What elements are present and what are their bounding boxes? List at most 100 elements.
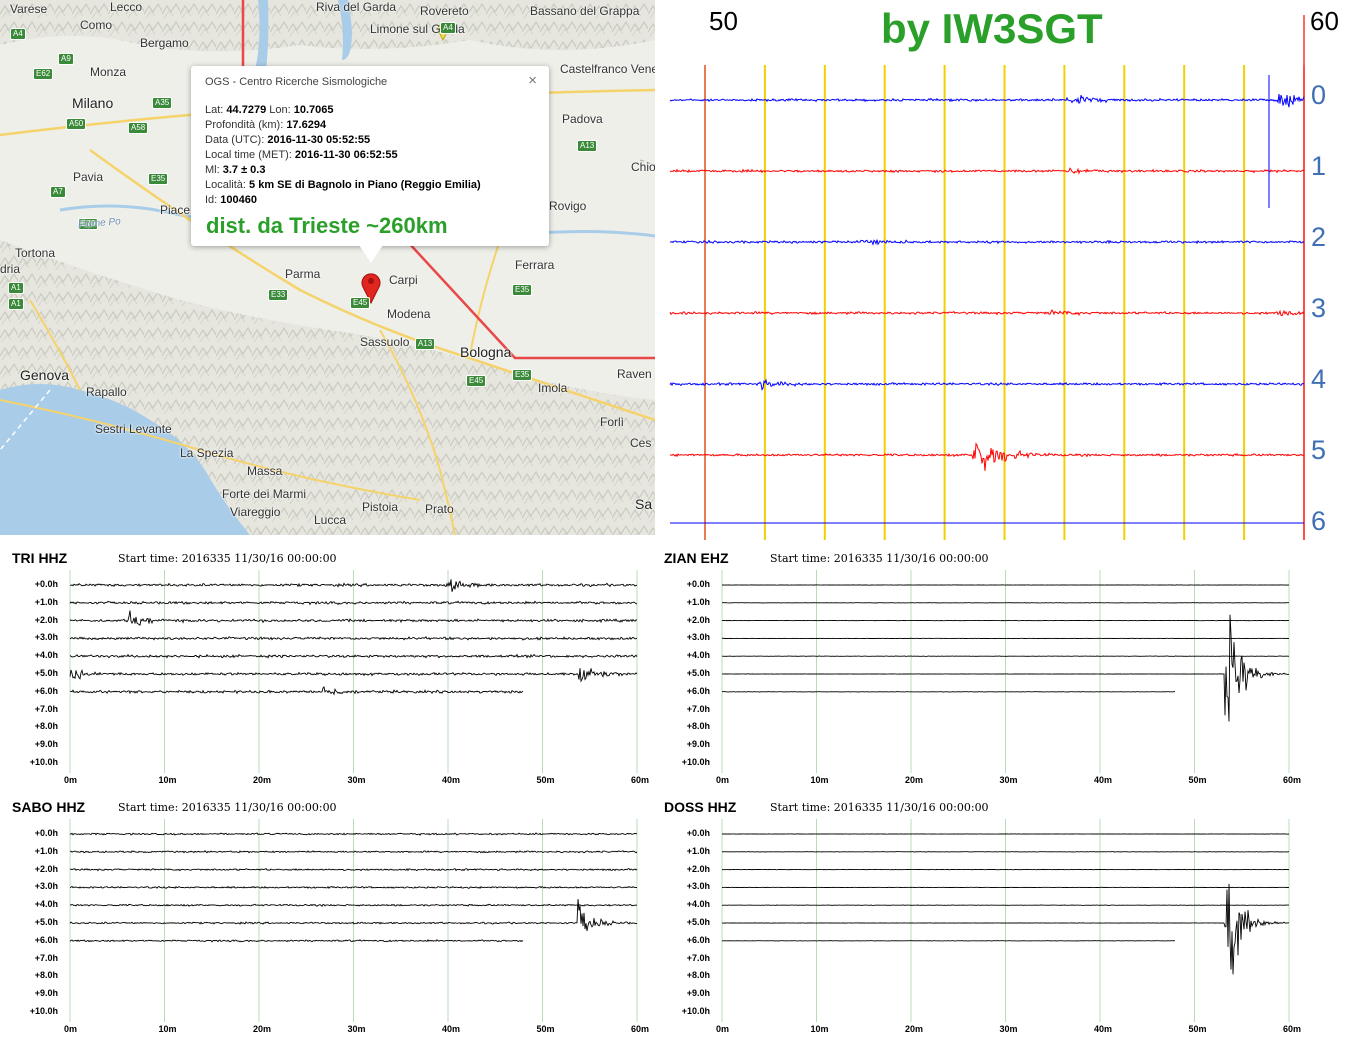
road-shield: E35 bbox=[148, 173, 168, 185]
minute-axis-label: 40m bbox=[1094, 1024, 1112, 1034]
minute-axis-label: 50m bbox=[537, 775, 555, 785]
hour-axis-label: +3.0h bbox=[670, 881, 710, 891]
hour-label: 0 bbox=[1311, 80, 1326, 111]
city-label: Pavia bbox=[73, 170, 103, 184]
city-label: La Spezia bbox=[180, 446, 233, 460]
hour-axis-label: +8.0h bbox=[18, 970, 58, 980]
city-label: Milano bbox=[72, 95, 113, 111]
local-time-label: Local time (MET): bbox=[205, 149, 292, 161]
city-label: Prato bbox=[425, 502, 454, 516]
city-label: Monza bbox=[90, 65, 126, 79]
road-shield: A58 bbox=[128, 122, 148, 134]
helicorder-plot bbox=[0, 799, 652, 1044]
id-label: Id: bbox=[205, 194, 217, 206]
city-label: Padova bbox=[562, 112, 603, 126]
hour-axis-label: +4.0h bbox=[18, 899, 58, 909]
close-icon[interactable]: × bbox=[528, 72, 537, 89]
hour-axis-label: +10.0h bbox=[18, 757, 58, 767]
event-popup: OGS - Centro Ricerche Sismologiche × Lat… bbox=[191, 66, 549, 246]
station-sabo-hhz: SABO HHZ Start time: 2016335 11/30/16 00… bbox=[0, 799, 660, 1049]
hour-axis-label: +6.0h bbox=[18, 935, 58, 945]
city-label: Genova bbox=[20, 367, 69, 383]
lon-label: Lon: bbox=[269, 104, 290, 116]
road-shield: A1 bbox=[8, 298, 24, 310]
hour-axis-label: +0.0h bbox=[670, 579, 710, 589]
lat-label: Lat: bbox=[205, 104, 223, 116]
road-shield: A13 bbox=[577, 140, 597, 152]
depth-label: Profondità (km): bbox=[205, 119, 283, 131]
hour-axis-label: +9.0h bbox=[18, 988, 58, 998]
hour-label: 6 bbox=[1311, 506, 1326, 537]
minute-axis-label: 40m bbox=[1094, 775, 1112, 785]
city-label: Modena bbox=[387, 307, 430, 321]
local-time-value: 2016-11-30 06:52:55 bbox=[295, 149, 398, 161]
date-value: 2016-11-30 05:52:55 bbox=[267, 134, 370, 146]
hour-axis-label: +10.0h bbox=[18, 1006, 58, 1016]
minute-axis-label: 20m bbox=[253, 1024, 271, 1034]
minute-start-label: 50 bbox=[709, 6, 738, 37]
city-label: Parma bbox=[285, 267, 320, 281]
road-shield: E62 bbox=[33, 68, 53, 80]
city-label: Castelfranco Veneto bbox=[560, 62, 655, 76]
minute-axis-label: 30m bbox=[348, 775, 366, 785]
hour-axis-label: +0.0h bbox=[18, 828, 58, 838]
minute-axis-label: 0m bbox=[716, 775, 729, 785]
hour-axis-label: +5.0h bbox=[670, 917, 710, 927]
city-label: Forte dei Marmi bbox=[222, 487, 306, 501]
minute-axis-label: 10m bbox=[811, 1024, 829, 1034]
hour-axis-label: +2.0h bbox=[18, 615, 58, 625]
hour-axis-label: +7.0h bbox=[18, 953, 58, 963]
hour-label: 2 bbox=[1311, 222, 1326, 253]
minute-axis-label: 0m bbox=[64, 775, 77, 785]
hour-axis-label: +1.0h bbox=[670, 597, 710, 607]
hour-axis-label: +0.0h bbox=[670, 828, 710, 838]
city-label: Bassano del Grappa bbox=[530, 4, 639, 18]
minute-axis-label: 60m bbox=[1283, 775, 1301, 785]
hour-label: 4 bbox=[1311, 364, 1326, 395]
road-shield: E35 bbox=[512, 284, 532, 296]
city-label: Imola bbox=[538, 381, 567, 395]
minute-axis-label: 20m bbox=[905, 775, 923, 785]
road-shield: A1 bbox=[8, 282, 24, 294]
road-shield: A50 bbox=[66, 118, 86, 130]
id-value: 100460 bbox=[220, 194, 257, 206]
minute-axis-label: 50m bbox=[537, 1024, 555, 1034]
hour-axis-label: +4.0h bbox=[18, 650, 58, 660]
hour-axis-label: +2.0h bbox=[18, 864, 58, 874]
road-shield: E45 bbox=[466, 375, 486, 387]
minute-axis-label: 30m bbox=[1000, 1024, 1018, 1034]
minute-axis-label: 50m bbox=[1189, 1024, 1207, 1034]
lon-value: 10.7065 bbox=[294, 104, 334, 116]
city-label: Tortona bbox=[15, 246, 55, 260]
hour-axis-label: +9.0h bbox=[670, 739, 710, 749]
minute-axis-label: 0m bbox=[716, 1024, 729, 1034]
road-shield: E33 bbox=[268, 289, 288, 301]
author-title: by IW3SGT bbox=[881, 5, 1103, 53]
city-label: Como bbox=[80, 18, 112, 32]
minute-axis-label: 60m bbox=[1283, 1024, 1301, 1034]
road-shield: E35 bbox=[512, 369, 532, 381]
hour-label: 1 bbox=[1311, 151, 1326, 182]
city-label: Riva del Garda bbox=[316, 0, 396, 14]
hour-axis-label: +5.0h bbox=[18, 917, 58, 927]
hour-axis-label: +8.0h bbox=[18, 721, 58, 731]
minute-axis-label: 40m bbox=[442, 1024, 460, 1034]
city-label: Bologna bbox=[460, 344, 511, 360]
road-shield: E45 bbox=[350, 297, 370, 309]
lat-value: 44.7279 bbox=[226, 104, 266, 116]
minute-axis-label: 30m bbox=[1000, 775, 1018, 785]
city-label: Sestri Levante bbox=[95, 422, 172, 436]
road-shield: A4 bbox=[10, 28, 26, 40]
minute-axis-label: 10m bbox=[159, 775, 177, 785]
helicorder-trace bbox=[70, 687, 523, 694]
hour-axis-label: +8.0h bbox=[670, 970, 710, 980]
city-label: Piace bbox=[160, 203, 190, 217]
city-label: Chio bbox=[631, 160, 655, 174]
hour-axis-label: +7.0h bbox=[670, 953, 710, 963]
depth-value: 17.6294 bbox=[286, 119, 326, 131]
hour-axis-label: +2.0h bbox=[670, 864, 710, 874]
minute-axis-label: 20m bbox=[905, 1024, 923, 1034]
minute-axis-label: 20m bbox=[253, 775, 271, 785]
hour-axis-label: +4.0h bbox=[670, 650, 710, 660]
